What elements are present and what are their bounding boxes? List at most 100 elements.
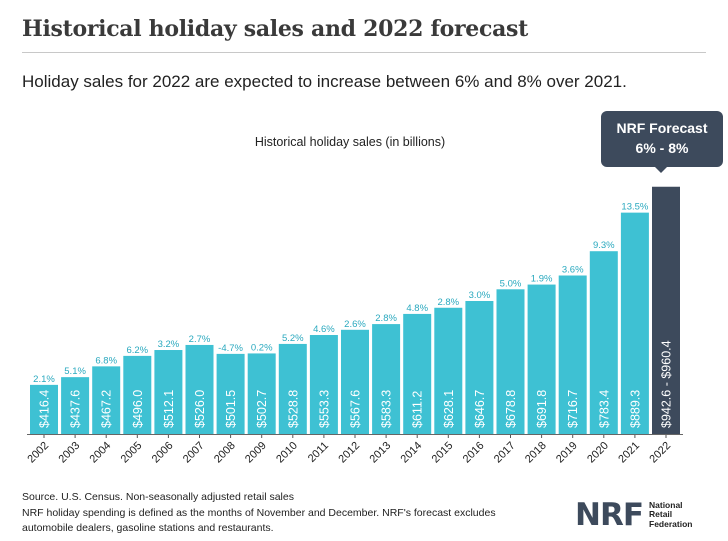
x-tick-label: 2002: [25, 440, 51, 466]
bar-value-label: $567.6: [349, 390, 363, 428]
x-tick-label: 2013: [367, 440, 393, 466]
bar: [92, 366, 121, 434]
bar-value-label: $583.3: [380, 390, 394, 428]
growth-label: 5.1%: [64, 366, 86, 377]
bar-value-label: $528.8: [286, 390, 300, 428]
nrf-logo-mark: NRF: [575, 497, 644, 533]
x-tick-label: 2008: [212, 440, 238, 466]
x-tick-label: 2015: [430, 440, 456, 466]
bar-value-label: $716.7: [566, 390, 580, 428]
bar: [216, 353, 245, 434]
forecast-callout: NRF Forecast 6% - 8%: [601, 111, 723, 167]
bar: [247, 353, 276, 434]
growth-label: 0.2%: [251, 342, 273, 353]
bar-value-label: $646.7: [473, 390, 487, 428]
bar: [123, 355, 152, 434]
growth-label: 3.0%: [469, 290, 491, 301]
bar: [589, 251, 618, 434]
bar: [341, 329, 369, 434]
nrf-logo-line2: Retail: [649, 509, 673, 520]
bar-value-label: $416.4: [38, 390, 52, 428]
bar-value-label: $467.2: [100, 390, 114, 428]
bar: [372, 324, 401, 434]
x-tick-label: 2010: [274, 440, 300, 466]
bar: [558, 275, 587, 434]
bar-value-label: $611.2: [411, 391, 425, 428]
x-tick-label: 2011: [306, 440, 331, 465]
growth-label: 2.7%: [189, 334, 211, 345]
bar-value-label: $942.6 - $960.4: [660, 340, 674, 428]
x-tick-label: 2006: [150, 440, 176, 466]
growth-label: 5.0%: [500, 278, 522, 289]
growth-label: 1.9%: [531, 274, 553, 285]
nrf-logo-line1: National: [649, 499, 683, 510]
footer-source: Source. U.S. Census. Non-seasonally adju…: [22, 491, 294, 503]
page-subtitle: Holiday sales for 2022 are expected to i…: [22, 72, 627, 91]
nrf-logo: NRF National Retail Federation: [575, 497, 692, 533]
chart-title: Historical holiday sales (in billions): [254, 135, 446, 149]
bar: [496, 289, 525, 434]
bar-value-label: $628.1: [442, 390, 456, 428]
bar: [185, 344, 214, 434]
bar: [278, 343, 307, 434]
forecast-callout-range: 6% - 8%: [635, 140, 689, 156]
footer-definition: NRF holiday spending is defined as the m…: [22, 506, 496, 535]
x-tick-label: 2017: [492, 440, 518, 466]
nrf-logo-text: National Retail Federation: [649, 499, 693, 530]
bar-value-label: $526.0: [193, 390, 207, 428]
bar: [434, 307, 463, 434]
bar-value-label: $889.3: [628, 390, 642, 428]
growth-label: 5.2%: [282, 333, 304, 344]
growth-label: 2.1%: [33, 374, 55, 385]
bar-value-label: $691.8: [535, 390, 549, 428]
forecast-callout-pointer: [654, 166, 668, 173]
bar-value-label: $501.5: [224, 390, 238, 428]
x-tick-label: 2021: [616, 440, 642, 466]
growth-label: 13.5%: [621, 202, 648, 213]
growth-label: 6.8%: [95, 355, 117, 366]
growth-label: 4.6%: [313, 324, 335, 335]
bar-value-label: $502.7: [255, 390, 269, 428]
bar: [465, 300, 494, 434]
x-tick-label: 2004: [88, 440, 114, 466]
x-tick-label: 2019: [554, 440, 580, 466]
growth-label: 2.8%: [437, 297, 459, 308]
x-tick-label: 2005: [119, 440, 145, 466]
x-tick-label: 2009: [243, 440, 269, 466]
x-tick-label: 2012: [336, 440, 362, 466]
bar-value-label: $553.3: [317, 390, 331, 428]
title-divider: [22, 52, 706, 53]
x-tick-label: 2020: [585, 440, 611, 466]
x-tick-label: 2007: [181, 440, 207, 466]
bar-value-label: $437.6: [69, 390, 83, 428]
bar: [61, 377, 90, 434]
x-tick-label: 2016: [461, 440, 487, 466]
bar-value-label: $496.0: [131, 390, 145, 428]
growth-label: 6.2%: [126, 345, 148, 356]
growth-label: 3.6%: [562, 265, 584, 276]
bar-value-label: $783.4: [597, 390, 611, 428]
growth-label: 9.3%: [593, 240, 615, 251]
x-tick-label: 2022: [647, 440, 673, 466]
growth-label: 4.8%: [406, 303, 428, 314]
nrf-logo-line3: Federation: [649, 518, 693, 529]
growth-label: 2.8%: [375, 313, 397, 324]
forecast-bar: [652, 186, 680, 434]
growth-label: 2.6%: [344, 319, 366, 330]
x-tick-label: 2014: [399, 440, 425, 466]
x-tick-label: 2018: [523, 440, 549, 466]
forecast-callout-title: NRF Forecast: [616, 120, 708, 136]
bar-value-label: $678.8: [504, 390, 518, 428]
growth-label: -4.7%: [218, 343, 243, 354]
growth-label: 3.2%: [158, 339, 180, 350]
bar-value-label: $512.1: [162, 390, 176, 428]
bar: [403, 313, 432, 434]
bar: [620, 212, 649, 434]
page-title: Historical holiday sales and 2022 foreca…: [22, 16, 528, 42]
bar: [309, 335, 338, 434]
x-tick-label: 2003: [56, 440, 82, 466]
bar: [154, 350, 183, 434]
bar: [30, 384, 58, 434]
footer-notes: Source. U.S. Census. Non-seasonally adju…: [22, 490, 542, 537]
